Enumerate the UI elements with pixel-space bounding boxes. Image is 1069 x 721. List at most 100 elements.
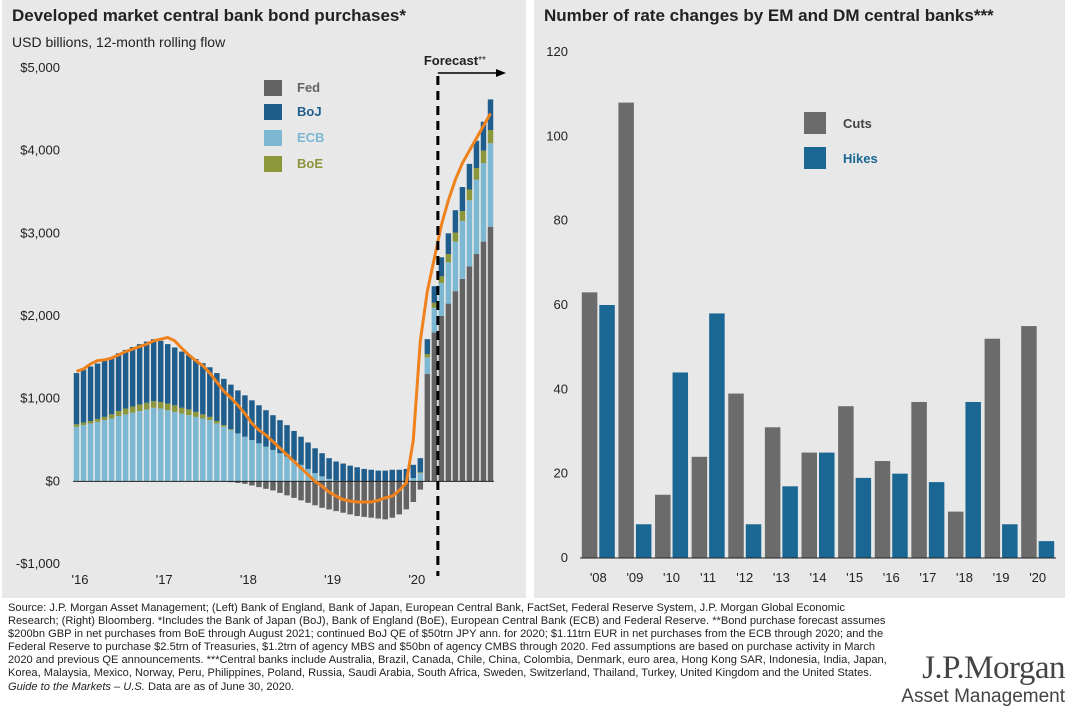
bar-boj	[459, 187, 466, 212]
bar-fed	[466, 266, 473, 482]
bar-ecb	[136, 411, 143, 482]
bar-cuts	[984, 338, 1001, 558]
bar-fed	[235, 481, 241, 483]
bar-boj	[326, 458, 332, 479]
left-y-tick-label: $0	[46, 473, 60, 488]
bar-boj	[108, 357, 115, 415]
left-x-tick-label: '17	[156, 572, 173, 587]
bar-boe	[466, 189, 473, 201]
bar-cuts	[764, 427, 781, 558]
bar-boj	[333, 461, 339, 481]
right-x-tick-label: '13	[773, 570, 790, 585]
bar-ecb	[452, 241, 459, 292]
bar-boj	[410, 464, 417, 479]
bar-fed	[424, 373, 431, 482]
left-y-tick-label: -$1,000	[16, 556, 60, 571]
bar-fed	[326, 481, 332, 510]
bar-ecb	[480, 163, 487, 242]
bar-fed	[417, 481, 424, 490]
bar-ecb	[207, 420, 213, 482]
bar-ecb	[466, 200, 473, 267]
bar-boe	[424, 354, 431, 358]
bar-ecb	[277, 453, 283, 482]
legend-swatch-cuts	[804, 112, 826, 134]
bar-ecb	[164, 410, 171, 482]
bar-ecb	[249, 440, 255, 482]
total-line	[76, 112, 492, 504]
bar-boj	[73, 373, 80, 425]
bar-boj	[480, 121, 487, 151]
bar-cuts	[1021, 326, 1037, 558]
right-y-tick-label: 0	[561, 550, 568, 565]
bar-boe	[157, 401, 164, 409]
bar-fed	[396, 481, 403, 515]
bar-ecb	[221, 426, 227, 482]
bar-boe	[101, 416, 108, 421]
bar-ecb	[228, 430, 234, 482]
legend-label-fed: Fed	[297, 80, 320, 95]
bar-fed	[403, 481, 410, 510]
forecast-label-text: Forecast	[424, 53, 479, 68]
bar-fed	[242, 481, 248, 484]
bar-hikes	[635, 524, 652, 558]
legend-swatch-fed	[264, 80, 282, 96]
left-x-tick-label: '20	[408, 572, 425, 587]
bar-fed	[368, 481, 374, 518]
bar-boj	[347, 465, 353, 482]
bar-ecb	[438, 282, 445, 316]
bar-boj	[340, 463, 346, 481]
bar-ecb	[200, 418, 206, 482]
bar-boj	[431, 286, 438, 303]
bar-boj	[207, 367, 213, 417]
left-chart-panel: Developed market central bank bond purch…	[2, 0, 526, 598]
bar-hikes	[855, 477, 872, 558]
left-chart-title: Developed market central bank bond purch…	[12, 6, 406, 25]
bar-boj	[172, 347, 178, 406]
bar-boj	[235, 390, 241, 434]
bar-fed	[256, 481, 262, 488]
bar-boe	[87, 420, 94, 424]
right-x-tick-label: '17	[919, 570, 936, 585]
bar-boj	[129, 347, 136, 407]
bar-cuts	[838, 406, 854, 558]
bar-boe	[136, 404, 143, 412]
bar-ecb	[94, 421, 101, 482]
bar-ecb	[108, 418, 115, 482]
forecast-label: Forecast**	[424, 53, 486, 68]
right-y-tick-label: 60	[554, 297, 568, 312]
bar-ecb	[256, 443, 262, 482]
bar-boj	[157, 340, 164, 402]
right-y-tick-label: 120	[546, 44, 568, 59]
bar-boe	[228, 429, 234, 431]
bar-boj	[368, 469, 374, 482]
bar-fed	[291, 481, 297, 498]
bar-hikes	[599, 305, 615, 558]
bar-boe	[445, 254, 452, 263]
bar-fed	[249, 481, 255, 486]
bar-boe	[172, 405, 178, 412]
right-x-tick-label: '12	[736, 570, 753, 585]
bar-hikes	[892, 473, 908, 558]
bar-ecb	[326, 478, 332, 482]
bar-boj	[375, 470, 381, 482]
bar-fed	[389, 481, 395, 518]
bar-fed	[459, 278, 466, 482]
bar-boj	[466, 163, 473, 190]
bar-boj	[115, 353, 122, 412]
bar-boj	[214, 373, 220, 421]
bar-ecb	[235, 433, 241, 482]
bar-ecb	[263, 446, 269, 482]
right-x-tick-label: '08	[590, 570, 607, 585]
left-x-tick-label: '19	[324, 572, 341, 587]
logo-line1: J.P.Morgan	[922, 650, 1065, 686]
bar-boj	[101, 360, 108, 417]
right-chart-title: Number of rate changes by EM and DM cent…	[544, 6, 994, 25]
bar-fed	[354, 481, 360, 517]
bar-boe	[129, 406, 136, 413]
bar-ecb	[101, 420, 108, 482]
bar-ecb	[459, 220, 466, 279]
bar-fed	[270, 481, 276, 491]
bar-hikes	[745, 524, 762, 558]
bar-boj	[143, 341, 150, 403]
bar-fed	[305, 481, 311, 503]
